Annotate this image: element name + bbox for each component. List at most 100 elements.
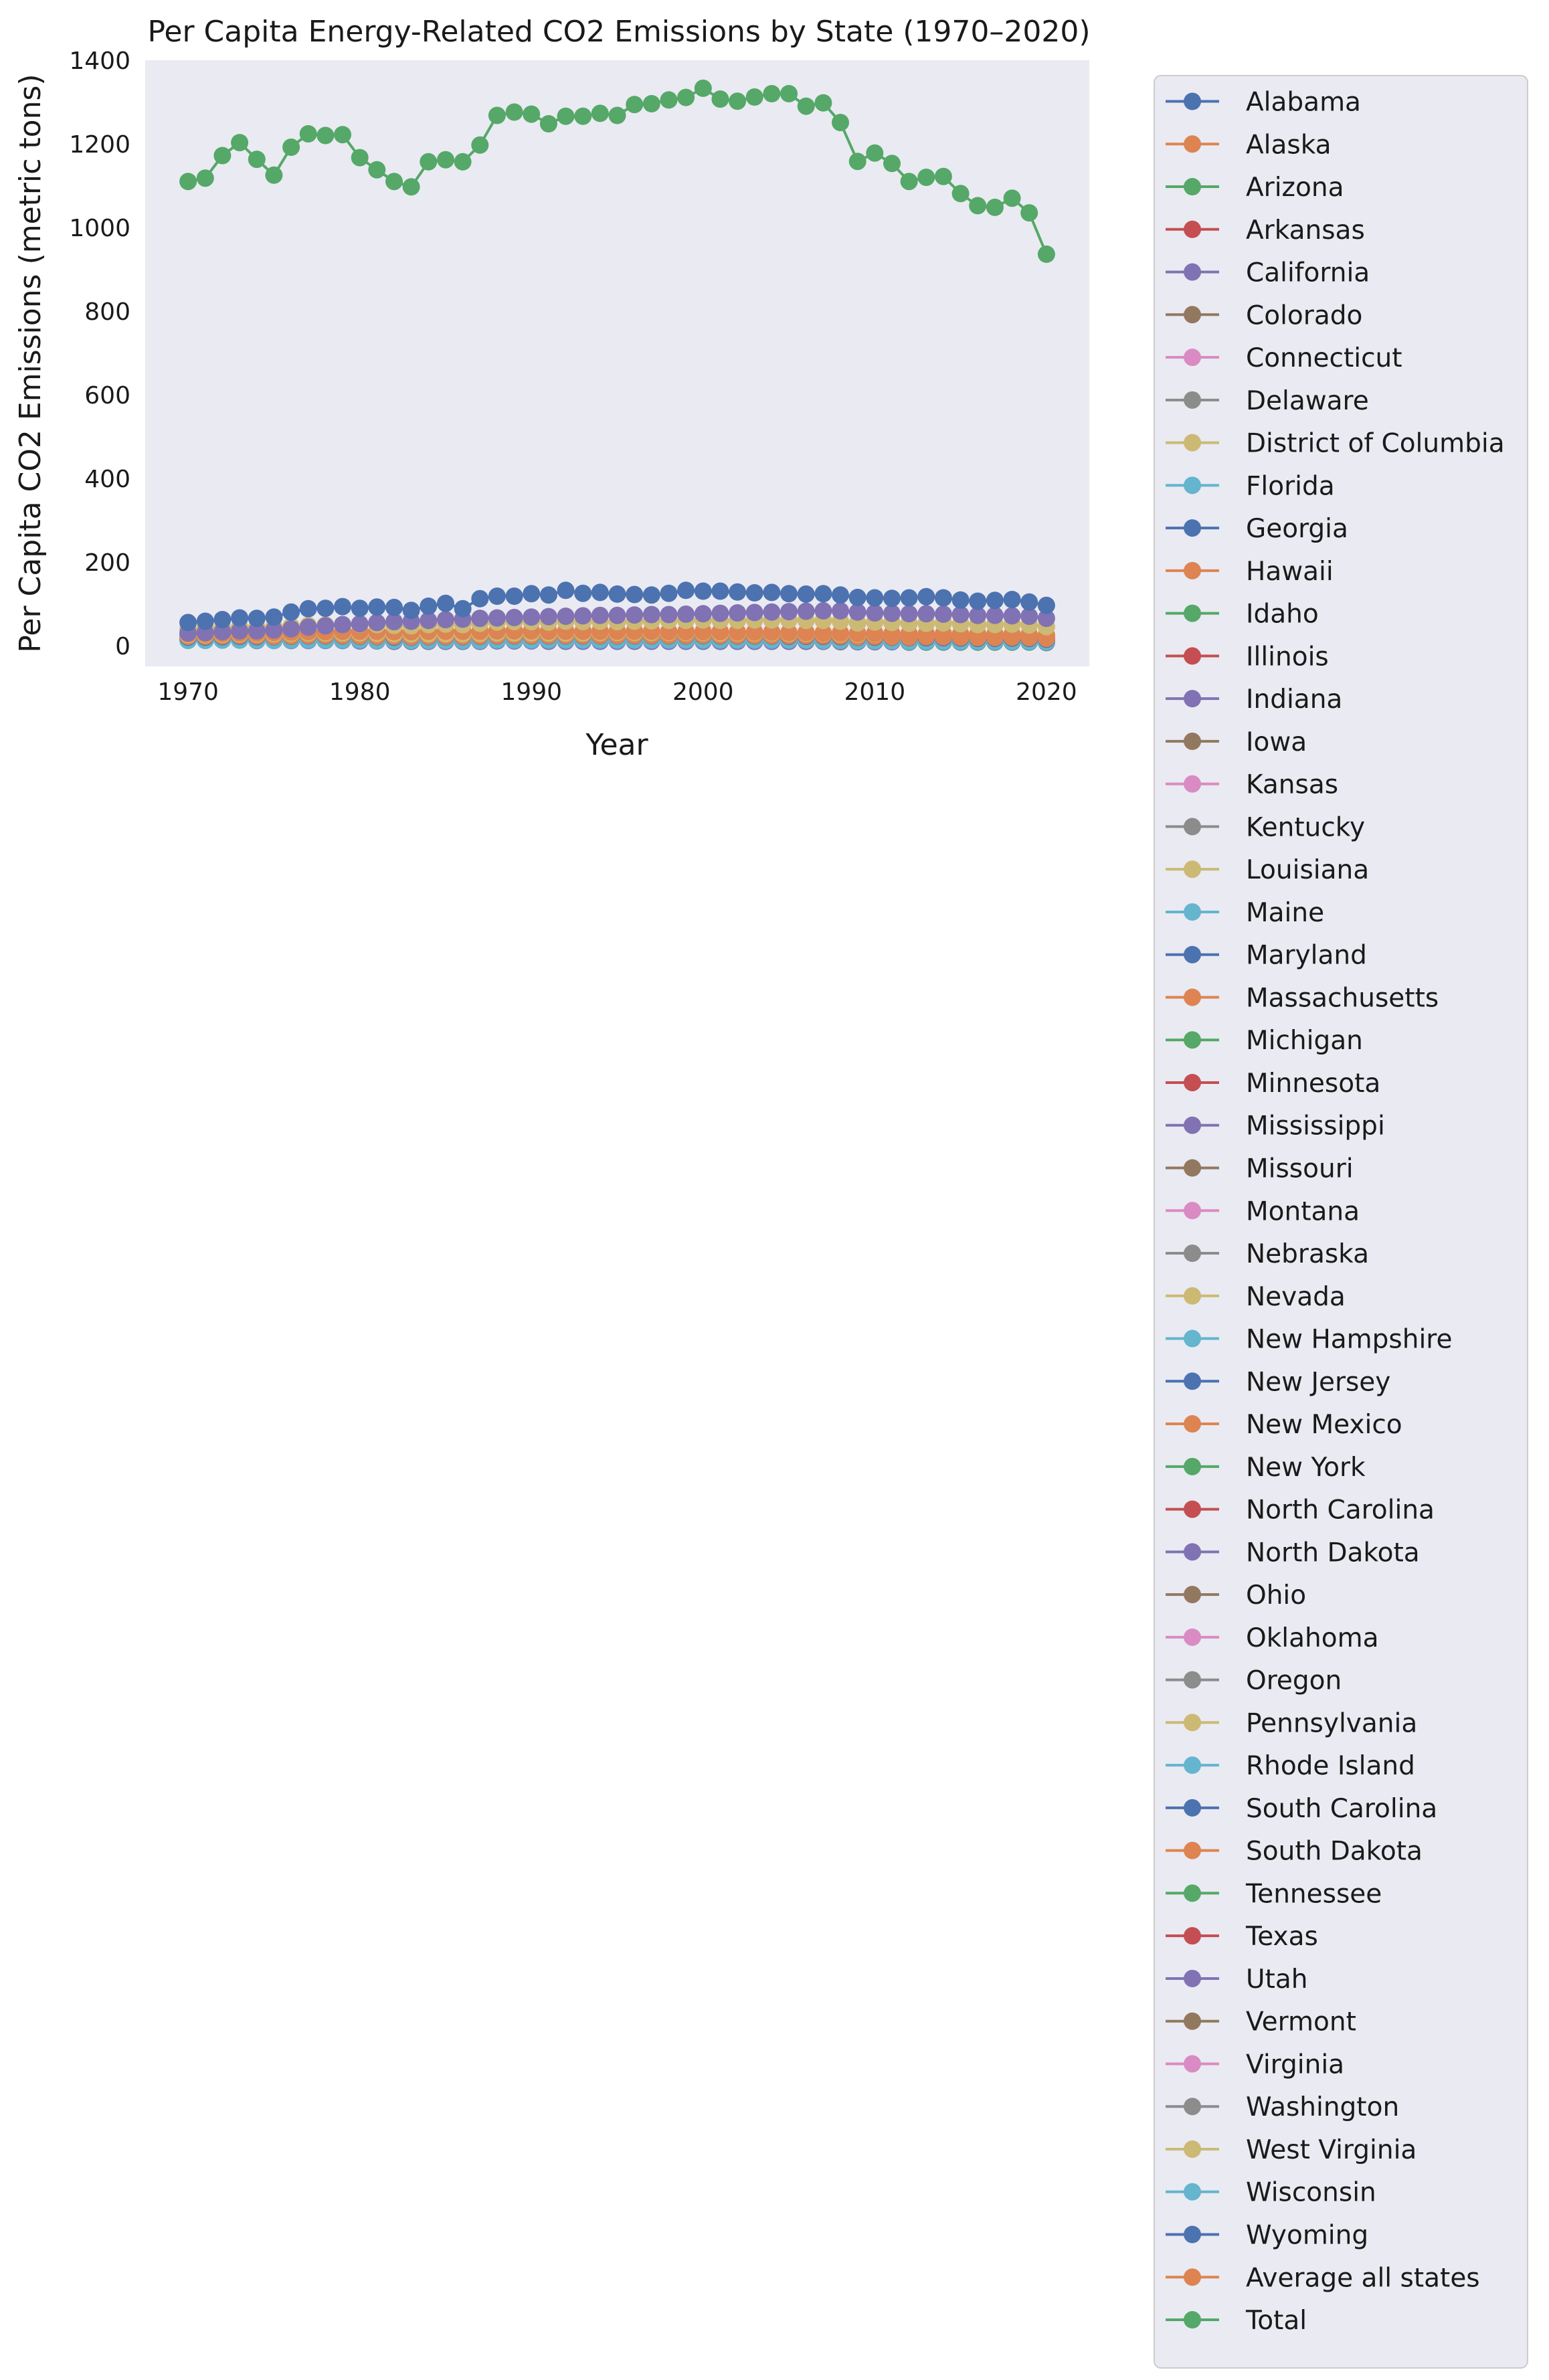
y-tick-label: 0	[115, 633, 130, 660]
legend-item: Wisconsin	[1166, 2178, 1376, 2208]
data-point	[248, 610, 266, 628]
data-point	[334, 598, 351, 616]
data-point	[454, 153, 472, 171]
data-point	[1037, 610, 1055, 628]
legend-label: Nevada	[1246, 1282, 1346, 1312]
legend-label: Pennsylvania	[1246, 1708, 1417, 1738]
legend-swatch-marker	[1184, 92, 1201, 110]
data-point	[608, 606, 626, 624]
data-point	[745, 604, 763, 622]
legend-item: Washington	[1166, 2092, 1399, 2122]
legend-swatch-marker	[1184, 1543, 1201, 1561]
legend-label: Mississippi	[1246, 1111, 1385, 1141]
legend-label: Rhode Island	[1246, 1751, 1415, 1781]
data-point	[626, 585, 644, 604]
legend-label: Michigan	[1246, 1026, 1363, 1056]
legend-swatch-marker	[1184, 1714, 1201, 1732]
data-point	[951, 606, 970, 624]
data-point	[986, 198, 1004, 216]
data-point	[832, 114, 849, 132]
legend-item: Oregon	[1166, 1666, 1342, 1696]
legend-label: Connecticut	[1246, 343, 1402, 373]
legend-label: Ohio	[1246, 1580, 1306, 1611]
legend-item: Michigan	[1166, 1026, 1363, 1056]
legend-swatch-marker	[1184, 1330, 1201, 1348]
legend-swatch-marker	[1184, 2140, 1201, 2158]
legend-swatch-marker	[1184, 1841, 1201, 1859]
legend-swatch-marker	[1184, 561, 1201, 579]
data-point	[213, 623, 232, 641]
data-point	[539, 115, 557, 132]
data-point	[763, 85, 781, 102]
data-point	[1020, 593, 1038, 611]
data-point	[814, 602, 832, 620]
legend-item: Delaware	[1166, 386, 1369, 416]
legend-label: North Dakota	[1246, 1538, 1420, 1568]
data-point	[1020, 608, 1038, 625]
legend-swatch-marker	[1184, 263, 1201, 281]
legend-label: Arkansas	[1246, 215, 1365, 246]
legend-frame	[1154, 75, 1528, 2369]
data-point	[265, 166, 283, 184]
legend-label: Kansas	[1246, 770, 1338, 800]
data-point	[848, 603, 867, 621]
x-tick-label: 2000	[672, 678, 734, 706]
legend-swatch-marker	[1184, 732, 1201, 750]
legend-item: Illinois	[1166, 642, 1329, 672]
data-point	[729, 92, 747, 110]
legend-item: Wyoming	[1166, 2221, 1368, 2251]
data-point	[471, 610, 489, 628]
legend-label: Indiana	[1246, 684, 1342, 715]
legend-item: North Dakota	[1166, 1538, 1420, 1568]
legend-label: South Carolina	[1246, 1794, 1437, 1824]
legend-label: Arizona	[1246, 173, 1344, 203]
data-point	[780, 85, 798, 102]
data-point	[660, 584, 678, 602]
data-point	[1037, 245, 1055, 263]
legend-item: Maine	[1166, 898, 1324, 928]
legend-label: Oregon	[1246, 1666, 1342, 1696]
data-point	[711, 604, 729, 622]
data-point	[299, 125, 317, 143]
data-point	[282, 603, 300, 621]
legend-item: New Jersey	[1166, 1367, 1390, 1397]
legend-swatch-marker	[1184, 1756, 1201, 1774]
data-point	[917, 605, 935, 623]
data-point	[642, 586, 660, 604]
data-point	[505, 608, 523, 626]
legend-swatch-marker	[1184, 1969, 1201, 1987]
data-point	[488, 609, 506, 627]
data-point	[934, 589, 952, 607]
data-point	[368, 598, 386, 616]
data-point	[574, 584, 592, 602]
data-point	[402, 602, 420, 620]
data-point	[316, 617, 335, 635]
data-point	[883, 589, 901, 608]
data-point	[523, 585, 541, 603]
legend-item: Montana	[1166, 1196, 1360, 1226]
legend-label: Delaware	[1246, 386, 1369, 416]
data-point	[814, 585, 832, 603]
legend-swatch-marker	[1184, 306, 1201, 324]
data-point	[951, 185, 970, 203]
legend-label: Florida	[1246, 471, 1335, 501]
legend-item: District of Columbia	[1166, 429, 1505, 459]
data-point	[660, 606, 678, 624]
legend-swatch-marker	[1184, 349, 1201, 367]
data-point	[642, 606, 660, 624]
legend-item: Rhode Island	[1166, 1751, 1415, 1781]
legend-label: North Carolina	[1246, 1495, 1435, 1526]
legend-swatch-marker	[1184, 519, 1201, 537]
legend-label: Louisiana	[1246, 855, 1369, 885]
legend-item: Alaska	[1166, 130, 1332, 160]
legend-swatch-marker	[1184, 818, 1201, 836]
legend-item: Virginia	[1166, 2049, 1344, 2080]
data-point	[626, 96, 644, 114]
legend-swatch-marker	[1184, 434, 1201, 452]
y-tick-label: 1400	[69, 48, 130, 75]
data-point	[385, 613, 403, 631]
legend-label: Alaska	[1246, 130, 1332, 160]
data-point	[797, 602, 815, 620]
legend-label: New York	[1246, 1453, 1366, 1483]
x-tick-label: 1970	[157, 678, 219, 706]
